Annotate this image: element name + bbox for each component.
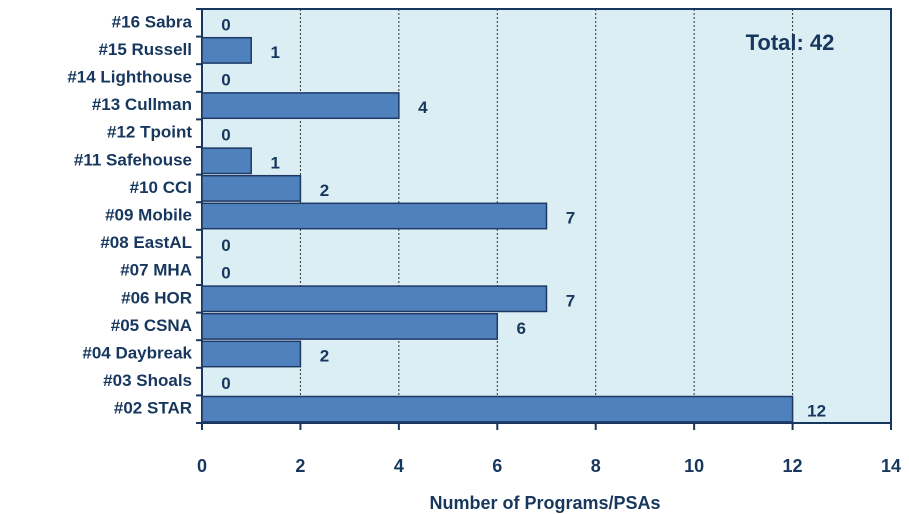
bar <box>201 147 252 175</box>
x-tick-label: 4 <box>394 456 404 476</box>
category-label: #09 Mobile <box>105 205 192 224</box>
category-label: #07 MHA <box>120 261 192 280</box>
value-label: 7 <box>566 208 575 227</box>
category-label: #15 Russell <box>98 40 192 59</box>
category-label: #12 Tpoint <box>107 123 192 142</box>
x-tick-label: 6 <box>492 456 502 476</box>
x-tick-label: 12 <box>783 456 803 476</box>
bar <box>201 202 548 230</box>
value-label: 1 <box>270 43 279 62</box>
value-label: 0 <box>221 264 230 283</box>
category-label: #02 STAR <box>114 399 192 418</box>
category-label: #05 CSNA <box>111 316 192 335</box>
bar <box>201 92 400 120</box>
category-label: #08 EastAL <box>100 233 192 252</box>
value-label: 0 <box>221 126 230 145</box>
annotation: Total: 42 <box>746 30 835 55</box>
bar <box>201 340 302 368</box>
value-label: 7 <box>566 291 575 310</box>
category-label: #06 HOR <box>121 288 192 307</box>
bar <box>201 312 499 340</box>
value-label: 0 <box>221 70 230 89</box>
x-tick-label: 2 <box>295 456 305 476</box>
category-label: #10 CCI <box>130 178 192 197</box>
category-label: #11 Safehouse <box>74 150 192 169</box>
value-label: 2 <box>320 346 329 365</box>
value-label: 2 <box>320 181 329 200</box>
value-label: 1 <box>270 153 279 172</box>
bar <box>201 174 302 202</box>
category-label: #14 Lighthouse <box>67 67 192 86</box>
x-tick-label: 0 <box>197 456 207 476</box>
x-tick-label: 14 <box>881 456 901 476</box>
value-label: 12 <box>807 402 826 421</box>
bar <box>201 36 252 64</box>
category-label: #13 Cullman <box>92 95 192 114</box>
category-label: #04 Daybreak <box>82 343 192 362</box>
bar <box>201 285 548 313</box>
category-label: #16 Sabra <box>112 12 193 31</box>
value-label: 4 <box>418 98 428 117</box>
value-label: 0 <box>221 15 230 34</box>
x-tick-label: 8 <box>591 456 601 476</box>
value-label: 0 <box>221 236 230 255</box>
category-label: #03 Shoals <box>103 371 192 390</box>
value-label: 6 <box>517 319 526 338</box>
x-tick-label: 10 <box>684 456 704 476</box>
x-axis-label: Number of Programs/PSAs <box>429 493 660 513</box>
value-label: 0 <box>221 374 230 393</box>
bar <box>201 395 794 423</box>
